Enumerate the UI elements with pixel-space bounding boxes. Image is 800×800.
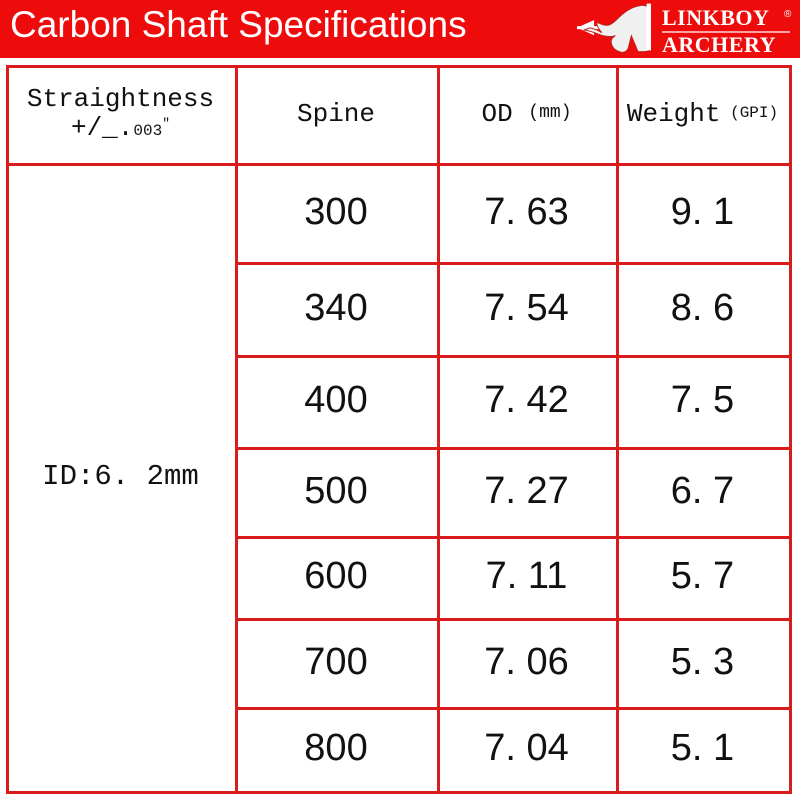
svg-text:LINKBOY: LINKBOY	[662, 5, 769, 30]
svg-text:®: ®	[784, 9, 792, 20]
svg-text:ARCHERY: ARCHERY	[662, 32, 776, 55]
